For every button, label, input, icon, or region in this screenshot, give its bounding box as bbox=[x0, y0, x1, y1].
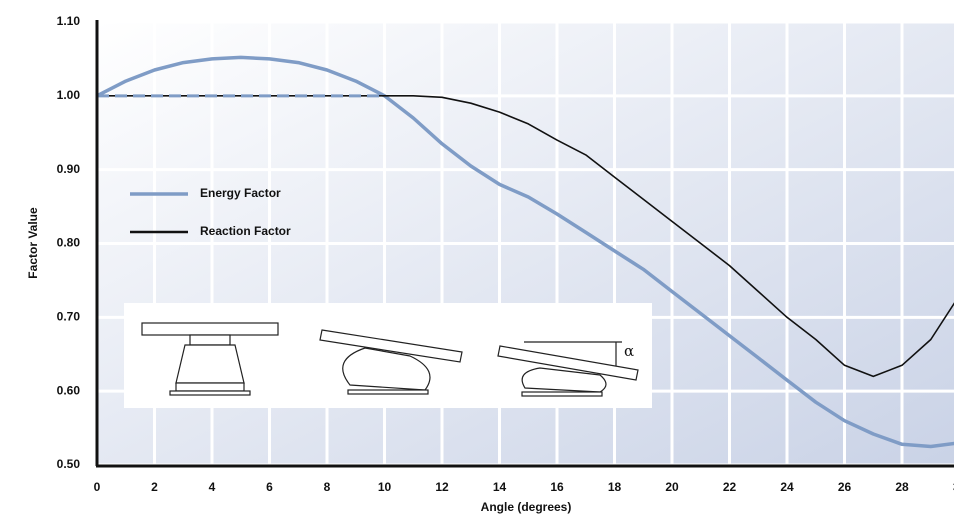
x-axis-label: Angle (degrees) bbox=[481, 500, 572, 514]
x-tick-label: 28 bbox=[895, 480, 909, 494]
x-tick-label: 0 bbox=[94, 480, 101, 494]
y-tick-label: 0.50 bbox=[57, 457, 81, 471]
x-tick-label: 8 bbox=[324, 480, 331, 494]
x-tick-label: 14 bbox=[493, 480, 507, 494]
x-tick-label: 6 bbox=[266, 480, 273, 494]
y-axis-label: Factor Value bbox=[26, 207, 40, 279]
x-tick-label: 16 bbox=[550, 480, 564, 494]
y-tick-label: 1.00 bbox=[57, 88, 81, 102]
x-tick-label: 4 bbox=[209, 480, 216, 494]
y-tick-label: 1.10 bbox=[57, 14, 81, 28]
series-line bbox=[97, 95, 954, 378]
x-tick-label: 12 bbox=[435, 480, 449, 494]
x-tick-label: 30 bbox=[953, 480, 954, 494]
series-line bbox=[96, 55, 954, 449]
inset-illustration: α bbox=[124, 303, 652, 408]
y-tick-label: 0.60 bbox=[57, 383, 81, 397]
lines bbox=[96, 55, 954, 449]
y-tick-label: 0.90 bbox=[57, 162, 81, 176]
x-tick-label: 2 bbox=[151, 480, 158, 494]
y-tick-label: 0.70 bbox=[57, 310, 81, 324]
legend-label: Energy Factor bbox=[200, 186, 281, 200]
x-tick-label: 18 bbox=[608, 480, 622, 494]
legend-label: Reaction Factor bbox=[200, 224, 291, 238]
x-tick-label: 20 bbox=[665, 480, 679, 494]
x-tick-label: 22 bbox=[723, 480, 737, 494]
legend: Energy Factor Reaction Factor bbox=[130, 186, 291, 238]
angle-symbol: α bbox=[624, 342, 634, 360]
x-tick-label: 24 bbox=[780, 480, 794, 494]
x-tick-label: 26 bbox=[838, 480, 852, 494]
y-tick-label: 0.80 bbox=[57, 236, 81, 250]
x-tick-label: 10 bbox=[378, 480, 392, 494]
